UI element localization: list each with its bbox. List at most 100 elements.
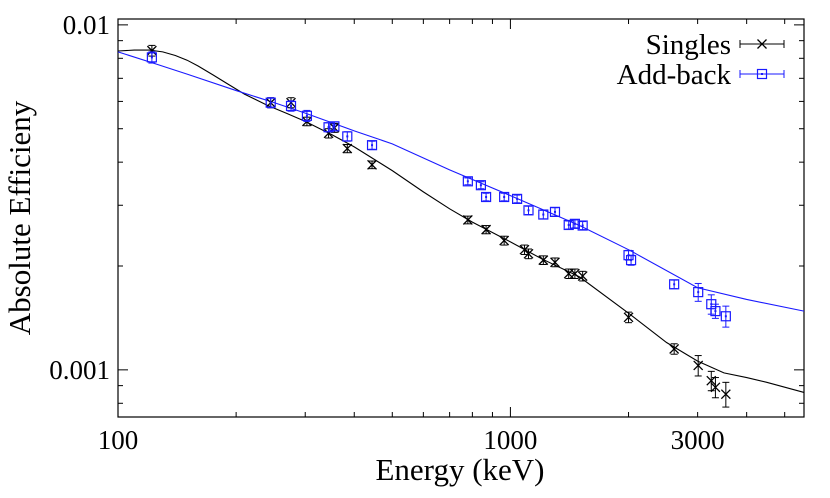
legend-label-addback: Add-back (617, 59, 732, 91)
addback-point (285, 100, 297, 112)
addback-point-box (720, 311, 731, 322)
addback-point (720, 311, 731, 322)
singles-point (577, 271, 588, 282)
legend-marker-stroke (757, 39, 767, 49)
singles-point (342, 143, 353, 154)
addback-point-dot (567, 223, 570, 226)
addback-point-dot (542, 213, 545, 216)
addback-point-dot (710, 303, 713, 306)
addback-point-dot (305, 114, 308, 117)
singles-point (710, 382, 721, 393)
singles-point (146, 45, 157, 56)
addback-point-dot (290, 104, 293, 107)
addback-point-box (569, 218, 580, 229)
addback-point-dot (581, 224, 584, 227)
addback-point-dot (371, 144, 374, 147)
legend-sample-addback (739, 68, 785, 80)
singles-point-stroke (623, 312, 634, 323)
addback-point (475, 180, 486, 191)
addback-point-dot (485, 195, 488, 198)
addback-point-box (625, 255, 637, 266)
singles-point-stroke (669, 343, 680, 354)
addback-point-box (146, 52, 157, 63)
singles-point-stroke (523, 248, 534, 259)
addback-point-box (538, 209, 549, 220)
singles-point (623, 312, 634, 323)
addback-point-box (475, 180, 486, 191)
addback-point-box (577, 220, 588, 231)
addback-point (342, 131, 353, 142)
data-points (146, 44, 731, 408)
addback-point (710, 306, 721, 317)
addback-point-box (549, 206, 561, 217)
addback-point-box (285, 100, 297, 112)
addback-point (366, 140, 378, 151)
addback-point-box (710, 306, 721, 317)
addback-point-dot (503, 195, 506, 198)
y-tick-label: 0.01 (63, 10, 110, 40)
singles-point (538, 255, 549, 266)
addback-point-dot (697, 291, 700, 294)
x-axis-title: Energy (keV) (375, 452, 544, 487)
legend-marker-dot (761, 73, 763, 75)
addback-point-box (323, 122, 334, 133)
y-axis-title: Absolute Efficieny (2, 100, 37, 335)
singles-point-stroke (481, 224, 492, 235)
x-tick-label: 100 (98, 425, 139, 455)
addback-point (499, 191, 510, 203)
addback-point (329, 121, 340, 132)
singles-point-stroke (693, 360, 704, 371)
y-tick-label: 0.001 (49, 355, 110, 385)
addback-point-box (342, 131, 353, 142)
addback-point-box (523, 205, 534, 216)
singles-point (367, 159, 377, 170)
addback-point-box (563, 219, 574, 231)
addback-point-box (499, 191, 510, 203)
singles-point (481, 224, 492, 235)
addback-point-dot (150, 56, 153, 59)
addback-point (563, 219, 574, 231)
addback-point-box (480, 191, 492, 203)
addback-point-dot (573, 222, 576, 225)
singles-point-stroke (550, 257, 560, 268)
addback-point-dot (333, 125, 336, 128)
addback-point-dot (327, 126, 330, 129)
singles-point (462, 214, 473, 225)
singles-fit-line (117, 49, 805, 393)
singles-point (523, 248, 534, 259)
addback-point-box (265, 97, 276, 108)
axis-ticks (117, 19, 804, 417)
tick-labels: 100 1000 3000 0.001 0.01 (49, 10, 724, 455)
fit-curves (117, 49, 805, 393)
addback-point-box (462, 176, 473, 187)
singles-point-stroke (720, 389, 731, 400)
addback-fit-line (117, 51, 805, 312)
addback-point (577, 220, 588, 231)
addback-point-box (366, 140, 378, 151)
addback-point-dot (673, 283, 676, 286)
addback-point (511, 193, 523, 205)
legend: Singles Add-back (617, 29, 785, 91)
singles-point-stroke (569, 268, 580, 279)
addback-point-dot (630, 259, 633, 262)
addback-point-dot (346, 135, 349, 138)
addback-point (480, 191, 492, 203)
addback-point-dot (527, 209, 530, 212)
singles-point-stroke (342, 143, 353, 154)
singles-point (669, 343, 680, 354)
addback-point (323, 122, 334, 133)
addback-point-dot (714, 310, 717, 313)
addback-point-dot (553, 210, 556, 213)
singles-point (693, 360, 704, 371)
legend-label-singles: Singles (646, 29, 731, 61)
addback-point-dot (269, 101, 272, 104)
addback-point (569, 218, 580, 229)
singles-point-stroke (538, 255, 549, 266)
singles-point-stroke (462, 214, 473, 225)
singles-point (720, 389, 731, 400)
addback-point (549, 206, 561, 217)
addback-point-dot (516, 197, 519, 200)
addback-point (462, 176, 473, 187)
addback-point-box (511, 193, 523, 205)
